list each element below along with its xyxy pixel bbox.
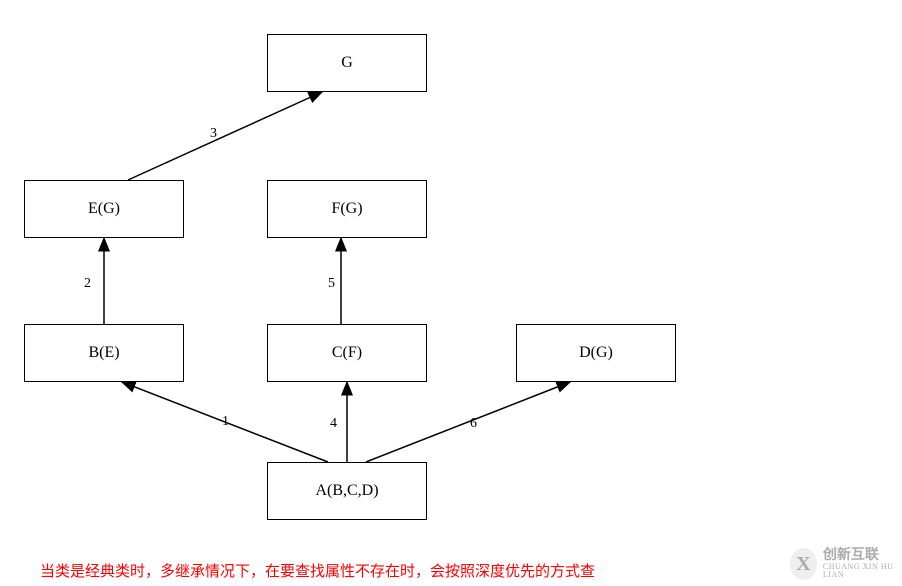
node-G: G: [267, 34, 427, 92]
edges-layer: [0, 0, 902, 586]
edge-label-2: 2: [84, 276, 91, 292]
edge-6: [366, 382, 570, 462]
edge-label-1: 1: [222, 414, 229, 430]
watermark-icon-text: X: [796, 553, 810, 576]
caption-text: 当类是经典类时，多继承情况下，在要查找属性不存在时，会按照深度优先的方式查: [40, 560, 595, 581]
caption-label: 当类是经典类时，多继承情况下，在要查找属性不存在时，会按照深度优先的方式查: [40, 564, 595, 580]
node-B: B(E): [24, 324, 184, 382]
edge-label-5: 5: [328, 276, 335, 292]
node-A: A(B,C,D): [267, 462, 427, 520]
edge-label-3: 3: [210, 126, 217, 142]
watermark: X 创新互联 CHUANG XIN HU LIAN: [790, 548, 902, 580]
node-label-D: D(G): [579, 344, 613, 362]
node-label-G: G: [341, 54, 353, 72]
edge-3: [128, 92, 322, 180]
node-E: E(G): [24, 180, 184, 238]
node-label-A: A(B,C,D): [315, 482, 378, 500]
node-label-F: F(G): [331, 200, 362, 218]
watermark-en: CHUANG XIN HU LIAN: [823, 563, 902, 579]
edge-label-6: 6: [470, 416, 477, 432]
node-F: F(G): [267, 180, 427, 238]
node-D: D(G): [516, 324, 676, 382]
node-label-B: B(E): [88, 344, 119, 362]
watermark-icon: X: [790, 548, 817, 580]
node-label-E: E(G): [88, 200, 120, 218]
node-C: C(F): [267, 324, 427, 382]
watermark-text: 创新互联 CHUANG XIN HU LIAN: [823, 549, 902, 579]
node-label-C: C(F): [332, 344, 362, 362]
watermark-zh: 创新互联: [823, 549, 902, 563]
edge-label-4: 4: [330, 416, 337, 432]
